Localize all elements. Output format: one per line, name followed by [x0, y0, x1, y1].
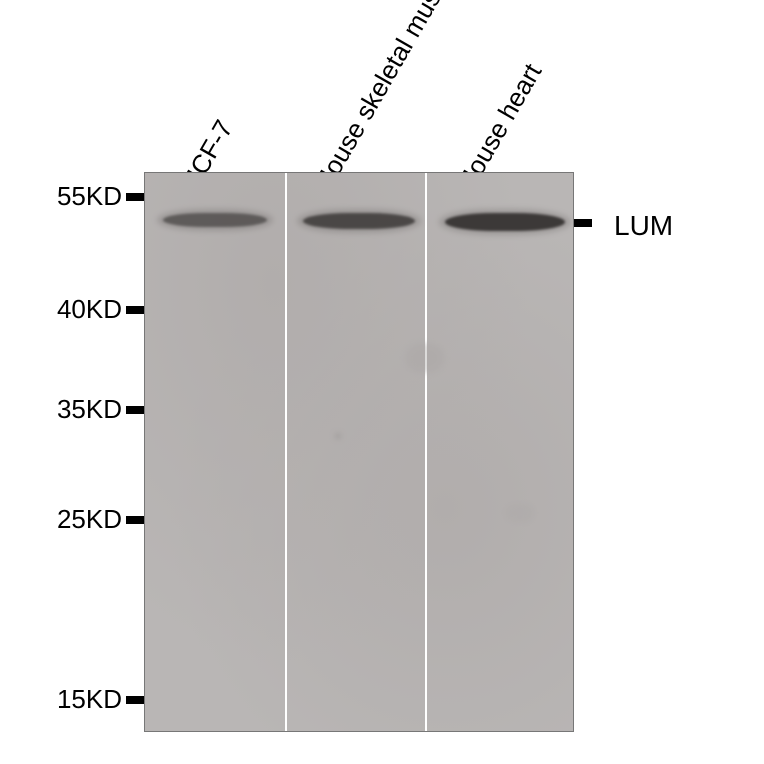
lane-separator [425, 173, 427, 731]
figure-canvas: 55KD 40KD 35KD 25KD 15KD MCF-7 Mouse ske… [0, 0, 764, 764]
mw-label: 35KD [34, 394, 122, 425]
mw-label: 25KD [34, 504, 122, 535]
lane-3 [427, 173, 575, 731]
lane-1 [145, 173, 285, 731]
protein-band [445, 213, 565, 231]
mw-tick [126, 306, 144, 314]
mw-tick [126, 696, 144, 704]
blot-area [144, 172, 574, 732]
mw-label: 55KD [34, 181, 122, 212]
protein-band [163, 213, 267, 227]
mw-tick [126, 406, 144, 414]
lane-separator [285, 173, 287, 731]
protein-tick [574, 219, 592, 227]
mw-label: 15KD [34, 684, 122, 715]
protein-label: LUM [614, 210, 673, 242]
protein-band [303, 213, 415, 229]
smudge [335, 433, 341, 439]
mw-tick [126, 516, 144, 524]
lane-2 [287, 173, 425, 731]
smudge [505, 503, 535, 523]
smudge [405, 343, 445, 373]
mw-label: 40KD [34, 294, 122, 325]
lane-label: Mouse skeletal muscle [306, 0, 464, 199]
mw-tick [126, 193, 144, 201]
